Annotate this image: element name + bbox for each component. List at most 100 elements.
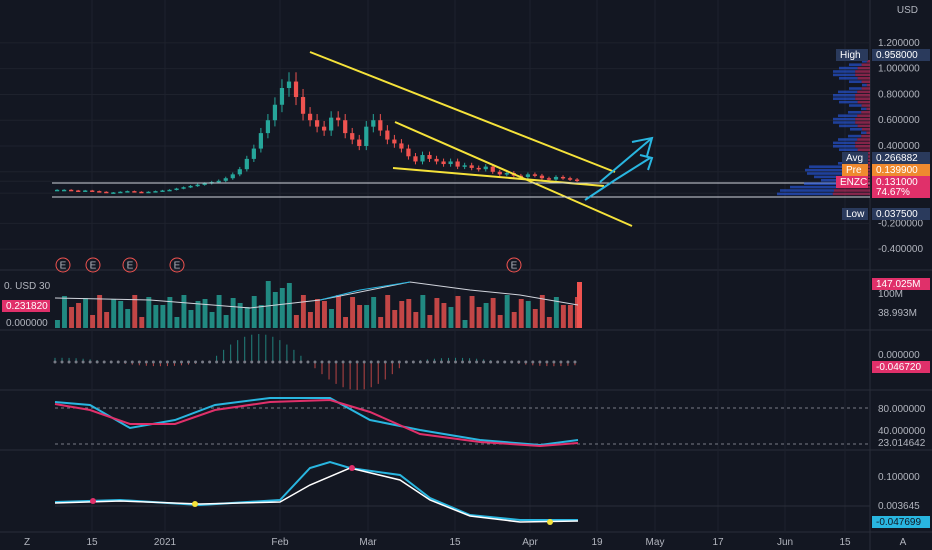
time-label: Mar — [359, 537, 377, 548]
histogram-dot — [475, 360, 479, 364]
histogram-dot — [404, 360, 408, 364]
price-badge-value: 0.037500 — [876, 209, 918, 220]
volume-profile-bar — [857, 114, 870, 117]
event-marker[interactable] — [85, 257, 101, 273]
histogram-dot — [222, 360, 226, 364]
volume-profile-bar — [814, 175, 848, 179]
volume-profile-bar — [855, 70, 870, 73]
histogram-dot — [397, 360, 401, 364]
macd-cross-marker — [90, 498, 96, 504]
candle-body — [336, 117, 341, 121]
volume-profile-bar — [855, 121, 870, 124]
price-badge-value: 0.958000 — [876, 50, 918, 61]
volume-bar — [420, 295, 426, 328]
price-tick: 0.400000 — [878, 141, 920, 152]
volume-bar — [202, 299, 208, 328]
price-badge-value: 0.139900 — [876, 165, 918, 176]
histogram-dot — [376, 360, 380, 364]
candle-body — [300, 97, 306, 114]
candle-body — [469, 165, 474, 168]
histogram-dot — [67, 360, 71, 364]
volume-profile-bar — [833, 145, 856, 148]
histogram-dot — [95, 360, 99, 364]
volume-bar — [76, 303, 81, 328]
volume-profile-bar — [821, 179, 851, 182]
volume-profile-bar — [866, 83, 870, 87]
candle-body — [378, 120, 383, 131]
candle-body — [160, 190, 165, 192]
time-label: 15 — [839, 537, 851, 548]
candle-body — [329, 117, 334, 131]
histogram-dot — [116, 360, 120, 364]
candle-body — [55, 189, 60, 192]
volume-bar — [181, 295, 187, 328]
histogram-dot — [552, 360, 556, 364]
price-badge — [872, 152, 930, 164]
volume-profile-bar — [857, 100, 870, 104]
histogram-dot — [503, 360, 507, 364]
volume-profile-bar — [861, 63, 870, 66]
volume-profile-bar — [866, 107, 870, 111]
candle-body — [146, 191, 151, 194]
candle-body — [237, 169, 242, 175]
volume-profile-bar — [833, 70, 856, 73]
event-marker-label: E — [60, 261, 67, 272]
histogram-dot — [208, 360, 212, 364]
candle-body — [385, 130, 390, 140]
volume-bar — [336, 295, 341, 328]
event-marker[interactable] — [122, 257, 138, 273]
volume-profile-bar — [833, 121, 856, 124]
volume-ma-line-2 — [319, 281, 411, 301]
candle-body — [539, 175, 545, 179]
volume-badge — [872, 278, 930, 290]
candle-body — [132, 191, 137, 193]
histogram-dot — [53, 360, 57, 364]
price-badge-value: 0.131000 — [876, 177, 918, 188]
candle-body — [399, 143, 404, 149]
candle-body — [76, 190, 81, 192]
candle-body — [490, 166, 495, 172]
histogram-dot — [229, 360, 233, 364]
price-badge-label-text: Low — [846, 209, 865, 220]
volume-profile-bar — [839, 124, 858, 128]
histogram-dot — [418, 360, 422, 364]
candle-body — [111, 192, 116, 194]
event-marker[interactable] — [55, 257, 71, 273]
volume-profile-bar — [838, 90, 858, 94]
histogram-dot — [123, 360, 127, 364]
volume-bar — [539, 295, 545, 328]
histogram-dot — [109, 360, 113, 364]
macd-cross-marker — [192, 501, 198, 507]
candle-body — [546, 178, 552, 180]
volume-bar — [237, 303, 243, 328]
arrow-head-1 — [631, 136, 654, 157]
volume-profile-bar — [804, 182, 844, 185]
volume-profile-bar — [839, 66, 858, 70]
volume-bar — [497, 315, 503, 328]
volume-profile-bar — [857, 66, 870, 70]
volume-bar — [209, 312, 215, 328]
candle-body — [476, 167, 481, 170]
volume-profile-bar — [833, 94, 856, 97]
event-marker[interactable] — [506, 257, 522, 273]
volume-profile-bar — [838, 138, 858, 141]
volume-profile-bar — [857, 77, 870, 80]
histogram-dot — [243, 360, 247, 364]
volume-profile-bar — [862, 128, 870, 131]
candle-body — [293, 81, 299, 98]
auto-scale-label: A — [900, 537, 907, 548]
candle-body — [532, 174, 538, 176]
histogram-dot — [201, 360, 205, 364]
time-label: May — [646, 537, 665, 548]
volume-bar — [427, 315, 433, 328]
candle-body — [574, 179, 580, 182]
volume-profile-bar — [861, 80, 870, 83]
event-marker[interactable] — [169, 257, 185, 273]
price-badge-label — [836, 176, 868, 188]
volume-bar — [307, 312, 313, 328]
price-tick: 0.800000 — [878, 89, 920, 100]
volume-bar — [160, 305, 166, 328]
candle-body — [97, 191, 102, 193]
